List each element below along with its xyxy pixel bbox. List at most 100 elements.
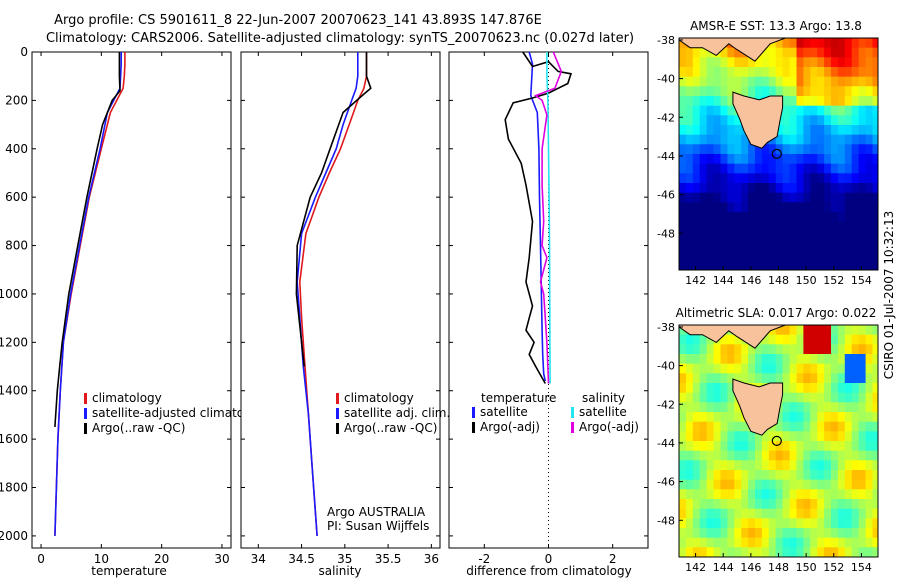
sst-map-cell [775, 163, 784, 174]
sla-map-cell [782, 421, 791, 432]
sst-map-cell [837, 76, 846, 87]
sst-map-xtick-label: 154 [851, 274, 872, 287]
sla-map-cell [865, 518, 874, 529]
sst-map-cell [685, 144, 694, 155]
sla-map-cell [692, 450, 701, 461]
sst-map-cell [858, 57, 867, 68]
sla-map-cell [685, 354, 694, 365]
sla-map-cell [803, 450, 811, 461]
sla-map-cell [858, 460, 867, 471]
sla-map-cell [796, 547, 804, 557]
sst-map-cell [699, 163, 708, 174]
sst-map-cell [727, 115, 735, 126]
sst-map-cell [872, 115, 878, 126]
sla-map-cell [768, 547, 777, 557]
sla-map-cell [837, 479, 846, 490]
sst-map-cell [810, 231, 818, 242]
sst-map-cell [872, 125, 878, 136]
sst-map-cell [837, 86, 846, 97]
sla-map-cell [810, 470, 818, 481]
sla-map-cell [789, 518, 798, 529]
sla-map-cell [761, 479, 770, 490]
sst-map-cell [706, 47, 715, 58]
difference-profile-xtick-label: 2 [609, 552, 617, 566]
sla-map-cell [679, 518, 687, 529]
sla-map-cell [872, 470, 878, 481]
sla-map-cell [727, 363, 735, 374]
sst-map-cell [824, 86, 832, 97]
sla-map-cell [761, 450, 770, 461]
sla-map-cell [755, 441, 763, 452]
sst-map-cell [713, 192, 721, 203]
sst-map-cell [775, 241, 784, 252]
sst-map-cell [727, 260, 735, 270]
sla-map-cell [858, 402, 867, 413]
sst-map-cell [768, 231, 777, 242]
sla-map-cell [865, 402, 874, 413]
sst-map-cell [803, 260, 811, 270]
sla-map-cell [727, 450, 735, 461]
sla-map-cell [831, 421, 839, 432]
sst-map-cell [810, 38, 818, 49]
sla-map-cell [706, 479, 715, 490]
sst-map-cell [803, 57, 811, 68]
sst-map-ytick-label: -38 [657, 34, 675, 47]
sst-map-cell [810, 183, 818, 194]
sla-map-cell [727, 508, 735, 519]
sla-map-cell [872, 412, 878, 423]
sla-map-cell [713, 460, 721, 471]
sst-map-cell [692, 183, 701, 194]
sla-map-cell [761, 334, 770, 345]
sla-map-cell [727, 383, 735, 394]
sla-map-cell [692, 402, 701, 413]
sst-map-cell [810, 105, 818, 116]
sst-map-cell [782, 212, 791, 223]
sla-map-cell [713, 412, 721, 423]
sst-map-cell [727, 57, 735, 68]
sla-map-cell [699, 518, 708, 529]
sla-map-cell [761, 344, 770, 355]
sst-map-cell [789, 67, 798, 78]
sla-map-cell [706, 344, 715, 355]
sla-map-cell [720, 354, 728, 365]
sla-map-cell [713, 363, 721, 374]
sst-map-cell [817, 105, 825, 116]
sst-map-cell [761, 154, 770, 165]
sla-map-cell [844, 450, 853, 461]
sla-map-cell [782, 412, 791, 423]
sst-map-cell [824, 125, 832, 136]
sla-map-cell [858, 421, 867, 432]
sst-map-cell [768, 212, 777, 223]
sst-map-cell [755, 67, 763, 78]
sla-map-cell [831, 354, 839, 365]
sla-map-cell [796, 460, 804, 471]
sla-map-cell [796, 412, 804, 423]
difference-profile-xtick-label: 0 [545, 552, 553, 566]
sst-map-cell [796, 231, 804, 242]
sst-map-cell [713, 96, 721, 107]
sst-map-cell [789, 57, 798, 68]
sst-map-cell [837, 250, 846, 261]
sla-map-cell [796, 508, 804, 519]
sla-map-cell [851, 325, 860, 336]
sla-map-cell [824, 354, 832, 365]
sla-map-cell [844, 392, 853, 403]
sla-map-cell [761, 441, 770, 452]
sla-map-cell [865, 431, 874, 442]
sst-map-cell [872, 67, 878, 78]
sla-map-cell [741, 431, 749, 442]
sla-map-cell [824, 489, 832, 500]
sla-map-cell [685, 499, 694, 510]
sla-map-cell [858, 354, 867, 365]
sla-map-cell [824, 325, 832, 336]
sla-map-cell [810, 325, 818, 336]
sst-map-cell [755, 183, 763, 194]
sst-map-cell [789, 86, 798, 97]
sst-map-cell [775, 134, 784, 145]
sla-map-cell [844, 499, 853, 510]
sst-map-cell [720, 115, 728, 126]
sla-map-cell [727, 518, 735, 529]
sst-map-cell [803, 125, 811, 136]
sla-map-cell [685, 479, 694, 490]
sla-map-cell [872, 518, 878, 529]
